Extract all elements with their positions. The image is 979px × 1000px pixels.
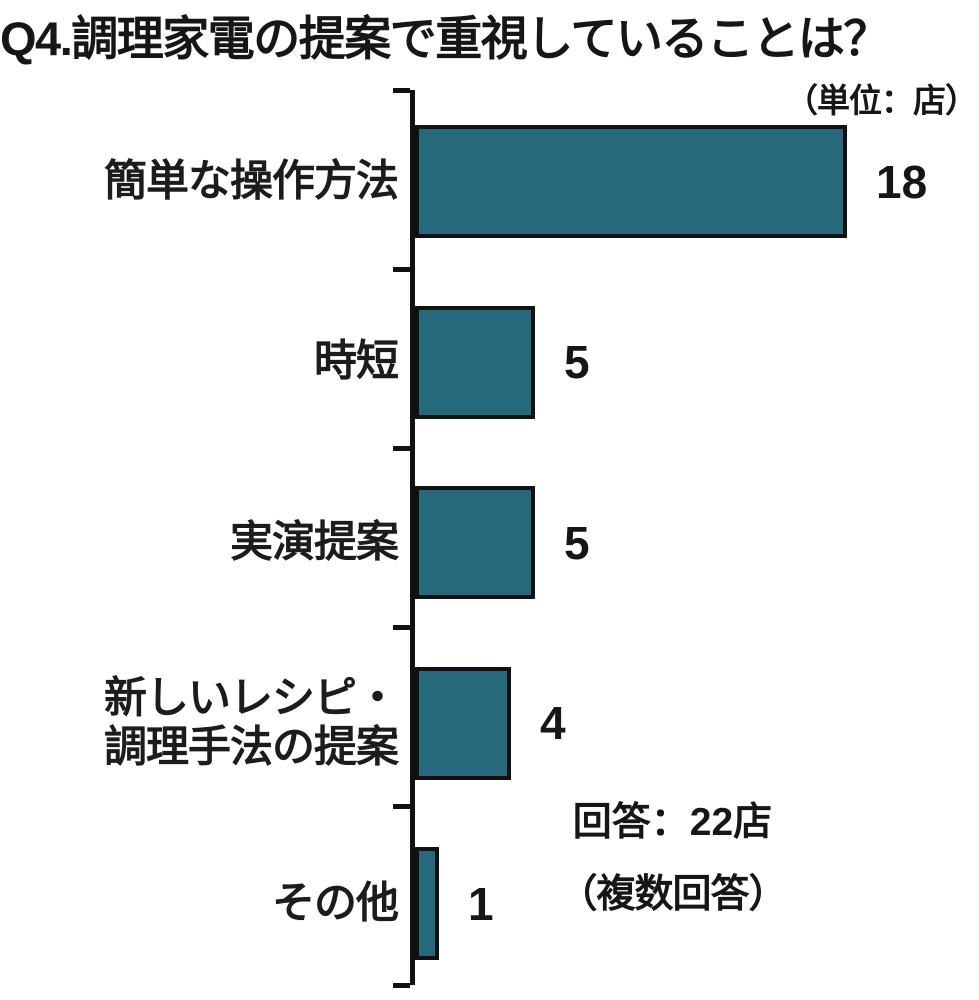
value-label: 1 [468,877,494,930]
unit-label: （単位：店） [785,82,978,119]
axis-tick [393,88,410,93]
value-label: 18 [876,155,928,208]
category-axis-line [410,90,415,985]
value-label: 5 [564,516,590,569]
category-label: 実演提案 [230,518,399,567]
category-label: その他 [272,879,399,928]
response-count-text: 回答：22店 [572,801,773,844]
category-label: 簡単な操作方法 [104,157,399,206]
value-label: 4 [540,697,566,749]
response-note: 回答：22店 （複数回答） [500,791,845,919]
axis-tick [393,804,410,809]
category-label: 新しいレシピ・ 調理手法の提案 [104,674,399,771]
axis-tick [393,983,410,988]
category-label: 時短 [314,337,399,386]
bar-実演提案 [415,486,535,599]
multiple-answer-text: （複数回答） [558,873,787,916]
axis-tick [393,267,410,272]
bar-時短 [415,305,535,419]
bar-新しいレシピ・調理手法の提案 [415,666,511,780]
chart-title: Q4.調理家電の提案で重視していることは？ [0,12,890,65]
value-label: 5 [564,336,590,388]
axis-tick [393,446,410,451]
bar-簡単な操作方法 [415,125,847,238]
bar-その他 [415,847,439,960]
axis-tick [393,625,410,630]
